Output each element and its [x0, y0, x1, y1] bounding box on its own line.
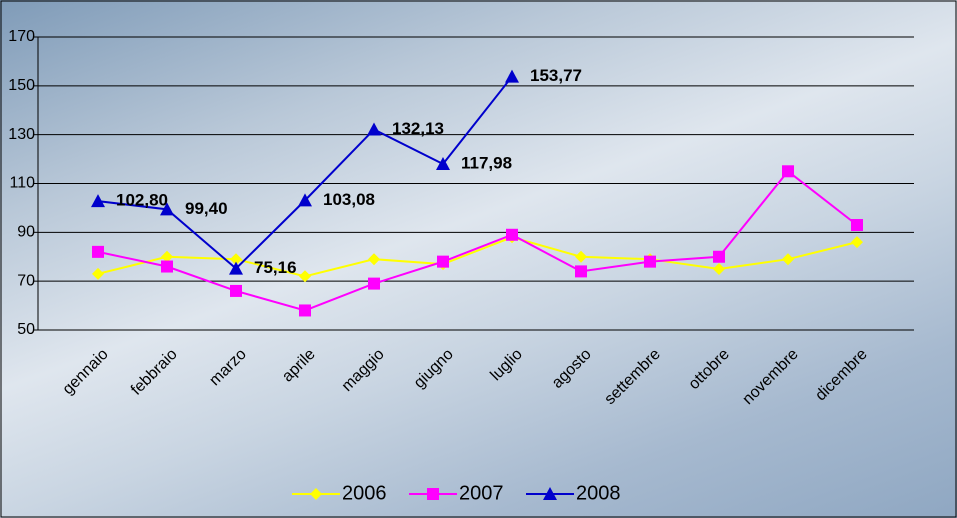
x-tick-label: ottobre [686, 346, 733, 393]
page: 50 70 90 110 130 150 170 gennaio febbraio marzoap… [0, 0, 957, 518]
data-label: 102,80 [116, 191, 168, 210]
data-point [92, 246, 104, 258]
chart: 50 70 90 110 130 150 170 gennaio febbraio marzoap… [0, 0, 957, 518]
data-point [713, 263, 725, 275]
y-tick-label: 170 [8, 28, 35, 45]
data-point [230, 285, 242, 297]
data-point [506, 229, 518, 241]
data-point [575, 265, 587, 277]
series-line [98, 171, 857, 310]
x-tick-label: marzo [206, 346, 250, 390]
data-point [782, 165, 794, 177]
chart-frame [1, 1, 956, 517]
x-tick-label: febbraio [128, 346, 181, 399]
data-point [91, 194, 105, 207]
data-point [310, 488, 322, 500]
series-line [98, 77, 512, 269]
series-line [98, 237, 857, 276]
y-tick-label: 130 [8, 126, 35, 143]
x-tick-label: agosto [549, 346, 595, 392]
x-tick-label: novembre [739, 346, 801, 408]
data-point [161, 261, 173, 273]
x-tick-label: luglio [487, 346, 526, 385]
data-label: 132,13 [392, 119, 444, 138]
data-point [505, 70, 519, 83]
data-point [367, 122, 381, 135]
data-point [782, 253, 794, 265]
x-tick-label: settembre [601, 346, 663, 408]
legend-label: 2007 [459, 482, 504, 504]
y-tick-label: 50 [17, 321, 35, 338]
x-tick-label: gennaio [60, 346, 112, 398]
data-point [575, 251, 587, 263]
data-label: 75,16 [254, 258, 297, 277]
y-tick-label: 150 [8, 77, 35, 94]
data-point [713, 251, 725, 263]
data-point [368, 278, 380, 290]
data-point [644, 256, 656, 268]
x-tick-label: maggio [339, 346, 388, 395]
y-tick-label: 70 [17, 272, 35, 289]
y-tick-label: 90 [17, 224, 35, 241]
data-point [368, 253, 380, 265]
data-label: 99,40 [185, 199, 228, 218]
data-label: 117,98 [461, 153, 512, 172]
data-label: 103,08 [323, 190, 375, 209]
data-label: 153,77 [530, 66, 582, 85]
x-tick-label: dicembre [812, 346, 871, 405]
data-point [92, 268, 104, 280]
data-point [299, 304, 311, 316]
data-point [851, 236, 863, 248]
data-point [437, 256, 449, 268]
y-tick-label: 110 [9, 175, 35, 192]
legend-label: 2008 [576, 482, 621, 504]
data-point [851, 219, 863, 231]
x-tick-label: aprile [279, 346, 319, 386]
x-tick-label: giugno [411, 346, 457, 392]
legend-label: 2006 [342, 482, 387, 504]
data-point [299, 270, 311, 282]
data-point [427, 488, 439, 500]
